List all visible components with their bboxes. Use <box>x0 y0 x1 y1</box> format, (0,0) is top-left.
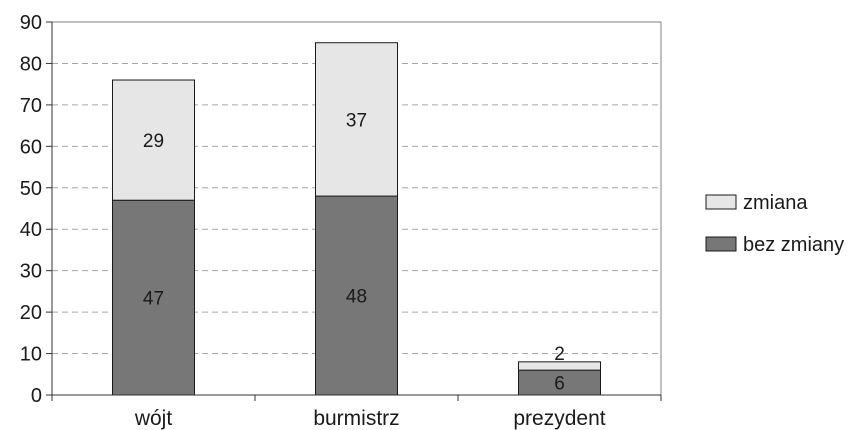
data-label: 6 <box>554 374 565 395</box>
legend-label: zmiana <box>743 192 808 214</box>
data-labels: 47 29 48 37 6 2 <box>143 110 565 394</box>
y-tick-label: 80 <box>20 53 42 75</box>
category-label: wójt <box>134 407 173 430</box>
y-tick-label: 50 <box>20 178 42 200</box>
data-label: 47 <box>143 289 164 310</box>
data-label: 2 <box>554 344 565 365</box>
y-tick-label: 40 <box>20 219 42 241</box>
legend-label: bez zmiany <box>743 234 844 256</box>
bar-segment <box>315 42 398 197</box>
category-label: prezydent <box>513 407 605 430</box>
y-tick-label: 70 <box>20 95 42 117</box>
bar-segment <box>112 79 195 201</box>
legend-swatch <box>705 194 737 210</box>
bars <box>112 42 601 396</box>
bar-segment <box>315 195 398 396</box>
y-tick-label: 90 <box>20 12 42 34</box>
y-tick-label: 10 <box>20 344 42 366</box>
y-tick-label: 0 <box>31 385 42 407</box>
y-tick-label: 20 <box>20 302 42 324</box>
data-label: 48 <box>346 287 367 308</box>
legend: zmiana bez zmiany <box>705 192 844 256</box>
legend-swatch <box>705 236 737 252</box>
y-tick-label: 60 <box>20 136 42 158</box>
category-label: burmistrz <box>313 407 399 430</box>
y-tick-label: 30 <box>20 261 42 283</box>
data-label: 29 <box>143 131 164 152</box>
bar-segment <box>518 361 601 371</box>
bar-segment <box>112 199 195 396</box>
axes: 0 10 20 30 40 50 60 70 80 90 wójt burmistrz prezyden… <box>20 12 662 430</box>
bar-segment <box>518 369 601 396</box>
data-label: 37 <box>346 110 367 131</box>
